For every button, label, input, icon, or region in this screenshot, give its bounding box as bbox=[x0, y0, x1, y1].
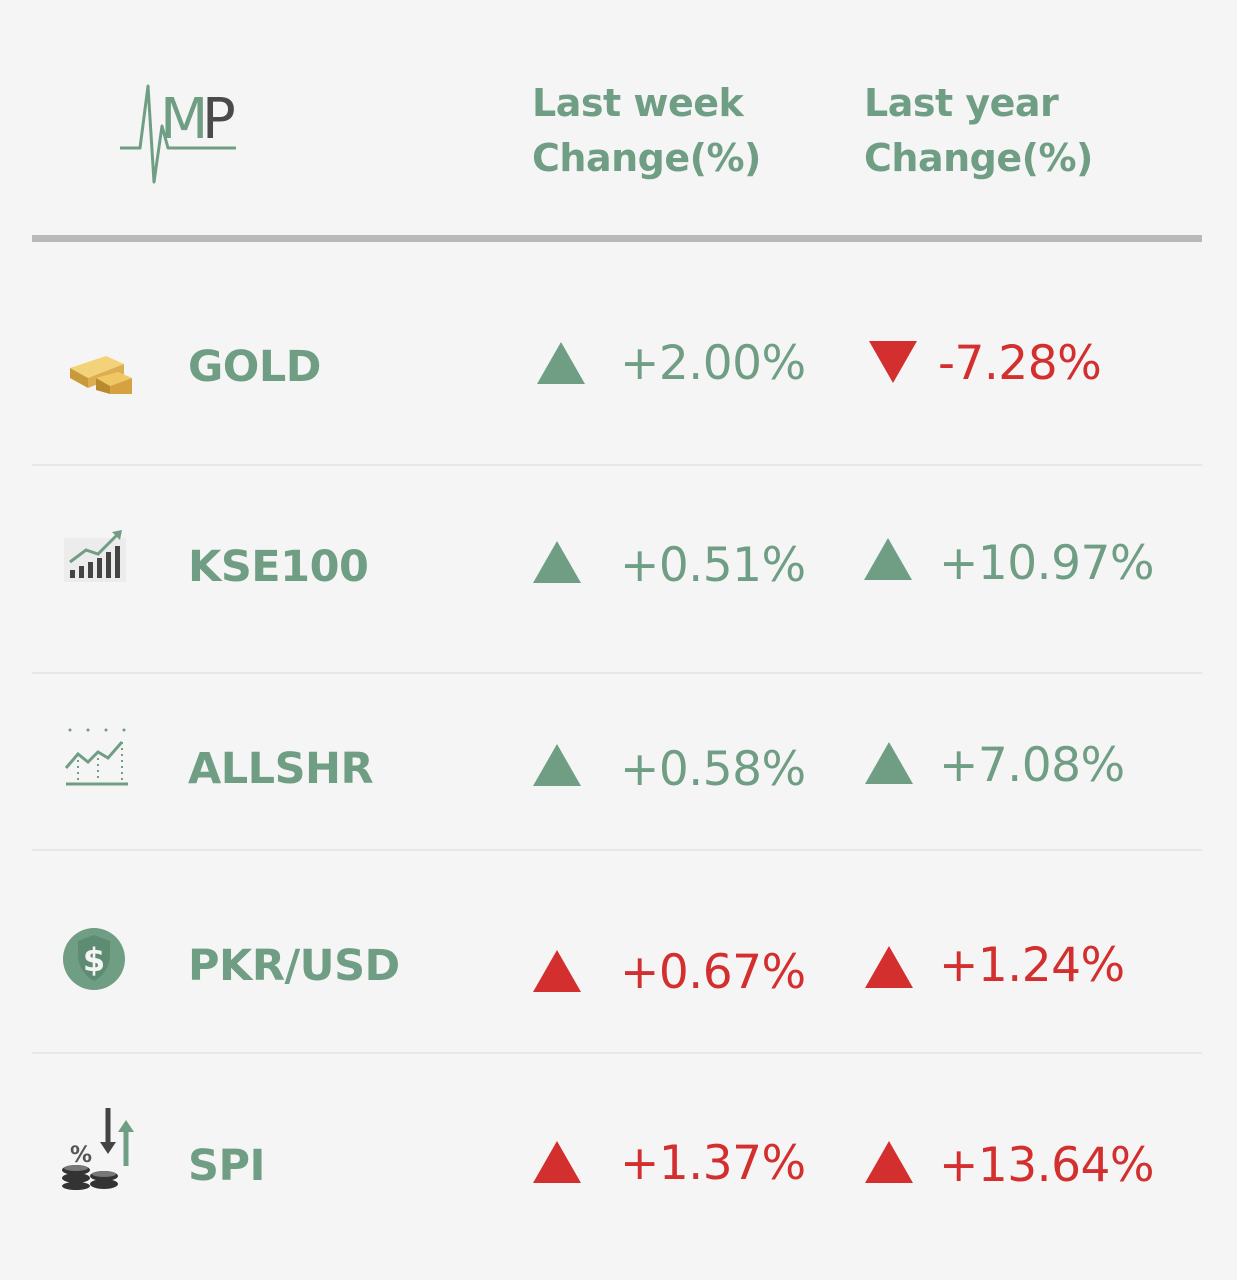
year-change-value: +1.24% bbox=[939, 938, 1125, 993]
line-chart-icon bbox=[64, 728, 128, 786]
row-divider bbox=[32, 1052, 1202, 1054]
year-change-value: +10.97% bbox=[939, 536, 1155, 591]
week-change-arrow-up-icon bbox=[533, 744, 581, 786]
week-change-value: +2.00% bbox=[620, 336, 806, 391]
column-header-week-line2: Change(%) bbox=[532, 136, 761, 180]
year-change-arrow-up-icon bbox=[865, 1141, 913, 1183]
gold-bar-icon bbox=[70, 356, 132, 394]
year-change-value: +7.08% bbox=[939, 738, 1125, 793]
week-change-value: +0.67% bbox=[620, 945, 806, 1000]
column-header-week: Last week Change(%) bbox=[532, 76, 761, 186]
amp-logo: M P bbox=[120, 84, 236, 184]
svg-text:%: % bbox=[70, 1143, 92, 1168]
week-change-value: +0.58% bbox=[620, 742, 806, 797]
logo-p: P bbox=[202, 87, 236, 152]
logo-m: M bbox=[160, 87, 208, 152]
column-header-year: Last year Change(%) bbox=[864, 76, 1093, 186]
week-change-value: +1.37% bbox=[620, 1136, 806, 1191]
week-change-arrow-up-icon bbox=[533, 950, 581, 992]
week-change-arrow-up-icon bbox=[533, 541, 581, 583]
header-divider bbox=[32, 235, 1202, 242]
asset-name: KSE100 bbox=[188, 542, 369, 592]
asset-name: PKR/USD bbox=[188, 941, 400, 991]
row-divider bbox=[32, 672, 1202, 674]
svg-text:$: $ bbox=[83, 941, 105, 979]
year-change-value: -7.28% bbox=[938, 336, 1102, 391]
week-change-arrow-up-icon bbox=[537, 342, 585, 384]
week-change-arrow-up-icon bbox=[533, 1141, 581, 1183]
dollar-coin-icon: $ bbox=[63, 928, 125, 990]
year-change-arrow-up-icon bbox=[865, 946, 913, 988]
column-header-year-line2: Change(%) bbox=[864, 136, 1093, 180]
asset-name: ALLSHR bbox=[188, 744, 374, 794]
week-change-value: +0.51% bbox=[620, 538, 806, 593]
row-divider bbox=[32, 464, 1202, 466]
row-divider bbox=[32, 849, 1202, 851]
year-change-arrow-up-icon bbox=[864, 538, 912, 580]
year-change-arrow-up-icon bbox=[865, 742, 913, 784]
asset-name: GOLD bbox=[188, 342, 321, 392]
column-header-year-line1: Last year bbox=[864, 81, 1059, 125]
year-change-value: +13.64% bbox=[939, 1138, 1155, 1193]
inflation-coins-icon: % bbox=[62, 1108, 134, 1190]
bar-chart-growth-icon bbox=[64, 530, 126, 582]
year-change-arrow-down-icon bbox=[869, 341, 917, 383]
column-header-week-line1: Last week bbox=[532, 81, 744, 125]
asset-name: SPI bbox=[188, 1141, 265, 1191]
